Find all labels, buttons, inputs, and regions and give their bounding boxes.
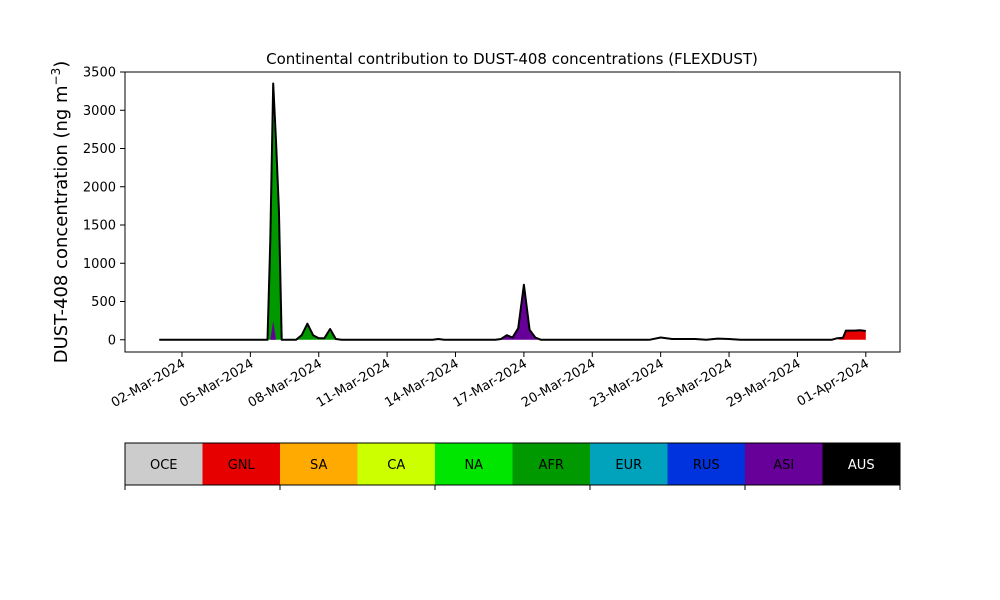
x-tick-label: 14-Mar-2024: [382, 356, 461, 410]
y-axis-label-close: ): [51, 61, 72, 68]
x-tick-label: 17-Mar-2024: [451, 356, 530, 410]
colorbar-swatch-rus: [667, 443, 746, 485]
plot-area: [124, 71, 901, 353]
series-layer: [159, 110, 866, 340]
y-tick-label: 2500: [83, 142, 116, 157]
colorbar-swatch-gnl: [202, 443, 281, 485]
colorbar-label-asi: ASI: [773, 458, 794, 473]
colorbar-swatch-sa: [280, 443, 358, 485]
y-tick-label: 0: [108, 333, 116, 348]
y-axis-label-superscript: −3: [49, 68, 63, 86]
colorbar-swatch-asi: [745, 443, 823, 485]
colorbar-label-ca: CA: [387, 458, 405, 473]
y-tick-label: 1500: [83, 219, 116, 234]
x-axis: 02-Mar-202405-Mar-202408-Mar-202411-Mar-…: [109, 352, 872, 411]
x-tick-label: 08-Mar-2024: [246, 356, 325, 410]
x-tick-label: 11-Mar-2024: [314, 356, 393, 410]
region-colorbar: OCE GNL SA CA NA AFR EUR RUS ASI AUS: [124, 442, 901, 490]
colorbar-frame: [124, 442, 901, 486]
x-tick-label: 20-Mar-2024: [519, 356, 598, 410]
total-concentration-line: [159, 82, 866, 341]
area-asi: [159, 290, 866, 340]
colorbar-label-sa: SA: [310, 458, 327, 473]
colorbar-label-aus: AUS: [848, 458, 875, 473]
colorbar-label-oce: OCE: [150, 458, 178, 473]
colorbar-swatch-ca: [357, 443, 436, 485]
colorbar-label-gnl: GNL: [228, 458, 256, 473]
y-tick-label: 2000: [83, 180, 116, 195]
y-tick-label: 1000: [83, 257, 116, 272]
colorbar-label-eur: EUR: [615, 458, 642, 473]
colorbar-swatch-eur: [590, 443, 668, 485]
x-tick-label: 02-Mar-2024: [109, 356, 188, 410]
x-tick-label: 23-Mar-2024: [588, 356, 667, 410]
colorbar-swatch-afr: [512, 443, 591, 485]
x-tick-label: 26-Mar-2024: [656, 356, 735, 410]
y-axis: 0 500 1000 1500 2000 2500 3000 3500: [83, 66, 125, 348]
colorbar-label-afr: AFR: [539, 458, 564, 473]
colorbar-swatch-oce: [125, 443, 203, 485]
y-axis-label: DUST-408 concentration (ng m−3): [49, 61, 72, 364]
y-tick-label: 3500: [83, 66, 116, 81]
x-tick-label: 05-Mar-2024: [177, 356, 256, 410]
y-axis-label-text: DUST-408 concentration (ng m: [51, 85, 72, 363]
y-tick-label: 3000: [83, 104, 116, 119]
colorbar-swatch-na: [435, 443, 513, 485]
plot-frame: [124, 71, 901, 353]
colorbar-label-rus: RUS: [693, 458, 720, 473]
x-tick-label: 01-Apr-2024: [795, 356, 872, 409]
colorbar-swatch-aus: [822, 443, 901, 485]
x-tick-label: 29-Mar-2024: [724, 356, 803, 410]
chart-title: Continental contribution to DUST-408 con…: [266, 50, 758, 68]
area-afr: [159, 110, 866, 340]
y-tick-label: 500: [91, 295, 116, 310]
colorbar-label-na: NA: [464, 458, 483, 473]
